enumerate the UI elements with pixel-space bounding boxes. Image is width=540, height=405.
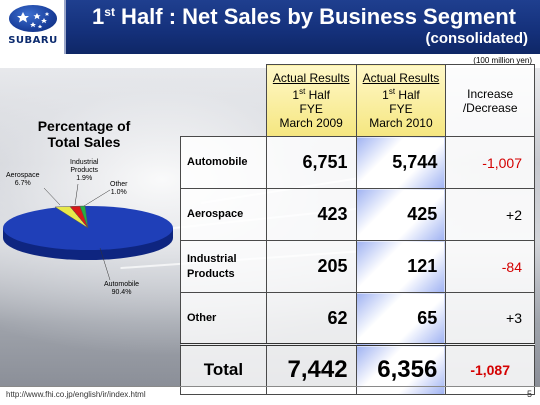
total-2009: 7,442 bbox=[265, 343, 357, 395]
logo-wordmark: SUBARU bbox=[8, 35, 58, 46]
total-2010: 6,356 bbox=[355, 343, 447, 395]
row-label: Other bbox=[180, 292, 267, 345]
pie-label-other: Other 1.0% bbox=[110, 181, 128, 196]
subaru-logo: SUBARU bbox=[0, 0, 66, 54]
row-label: Aerospace bbox=[180, 188, 267, 241]
table-row: Automobile 6,751 5,744 -1,007 bbox=[180, 136, 535, 189]
pie-chart bbox=[3, 183, 173, 280]
table-header-row: Actual Results 1st Half FYE March 2009 A… bbox=[180, 64, 535, 137]
sales-table: Actual Results 1st Half FYE March 2009 A… bbox=[180, 64, 535, 395]
cell-2009: 6,751 bbox=[265, 136, 357, 189]
pie-slice-other bbox=[79, 205, 89, 229]
footer-divider bbox=[0, 386, 540, 387]
table-total-row: Total 7,442 6,356 -1,087 bbox=[180, 343, 535, 395]
cell-increase: +2 bbox=[445, 188, 535, 241]
row-label: Automobile bbox=[180, 136, 267, 189]
cell-2010: 425 bbox=[355, 188, 447, 241]
header-bar: SUBARU 1st Half : Net Sales by Business … bbox=[0, 0, 540, 54]
cell-2010: 65 bbox=[355, 292, 447, 345]
header-increase: Increase /Decrease bbox=[445, 64, 535, 137]
pleiades-emblem-icon bbox=[9, 5, 57, 32]
cell-2010: 5,744 bbox=[355, 136, 447, 189]
cell-2009: 62 bbox=[265, 292, 357, 345]
header-fy2009: Actual Results 1st Half FYE March 2009 bbox=[265, 64, 357, 137]
units-label: (100 million yen) bbox=[473, 56, 532, 65]
cell-2009: 423 bbox=[265, 188, 357, 241]
cell-2010: 121 bbox=[355, 240, 447, 293]
table-row: Other 62 65 +3 bbox=[180, 292, 535, 345]
pie-chart-title: Percentage of Total Sales bbox=[37, 118, 131, 150]
total-label: Total bbox=[180, 343, 267, 395]
cell-increase: +3 bbox=[445, 292, 535, 345]
cell-increase: -1,007 bbox=[445, 136, 535, 189]
table-row: Aerospace 423 425 +2 bbox=[180, 188, 535, 241]
row-label: Industrial Products bbox=[180, 240, 267, 293]
page-subtitle: (consolidated) bbox=[425, 30, 528, 47]
page-title: 1st Half : Net Sales by Business Segment bbox=[92, 4, 516, 29]
table-row: Industrial Products 205 121 -84 bbox=[180, 240, 535, 293]
pie-label-industrial: Industrial Products 1.9% bbox=[70, 159, 99, 182]
pie-label-automobile: Automobile 90.4% bbox=[104, 281, 140, 296]
cell-increase: -84 bbox=[445, 240, 535, 293]
header-corner bbox=[180, 64, 267, 137]
total-increase: -1,087 bbox=[445, 343, 535, 395]
header-fy2010: Actual Results 1st Half FYE March 2010 bbox=[355, 64, 447, 137]
cell-2009: 205 bbox=[265, 240, 357, 293]
footer-url[interactable]: http://www.fhi.co.jp/english/ir/index.ht… bbox=[6, 390, 146, 399]
page-number: 5 bbox=[526, 389, 532, 399]
pie-label-aerospace: Aerospace 6.7% bbox=[6, 172, 40, 187]
